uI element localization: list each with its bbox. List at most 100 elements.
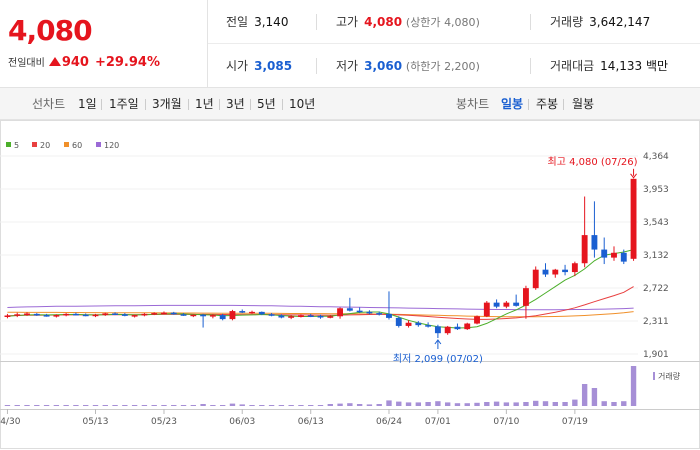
- low-arrowhead: [434, 339, 442, 345]
- volume-legend-swatch: [653, 372, 655, 380]
- candle-body: [454, 326, 461, 330]
- candle-body: [464, 323, 471, 330]
- x-tick-label: 05/13: [83, 417, 109, 427]
- candle-body: [513, 302, 520, 306]
- quote-grid: 전일 3,140 고가 4,080 (상한가 4,080) 거래량 3,642,147…: [208, 0, 700, 88]
- x-tick-label: 07/10: [493, 417, 519, 427]
- volume-bar: [249, 405, 255, 406]
- candle-body: [229, 311, 236, 320]
- y-tick-label: 1,901: [643, 350, 669, 360]
- volume-bar: [444, 402, 451, 406]
- volume-bar: [405, 402, 412, 406]
- candle-body: [14, 314, 21, 316]
- legend-label: 5: [14, 141, 19, 150]
- high-cell: 고가 4,080 (상한가 4,080): [336, 0, 480, 44]
- legend-swatch: [6, 142, 11, 147]
- volume-bar: [454, 403, 461, 406]
- current-price: 4,080: [8, 14, 93, 47]
- turnover-value: 14,133: [600, 59, 643, 73]
- weekly-candle-button[interactable]: 주봉: [536, 97, 559, 111]
- volume-bar: [611, 402, 617, 406]
- legend-label: 120: [104, 141, 119, 150]
- quote-header: 4,080 전일대비 940 +29.94% 전일 3,140 고가 4,080 (상한…: [0, 0, 700, 88]
- volume-bar: [356, 404, 363, 406]
- volume-value: 3,642,147: [589, 15, 651, 29]
- low-value: 3,060: [364, 59, 403, 73]
- volume-bar: [259, 405, 265, 406]
- x-tick-label: 06/13: [298, 417, 324, 427]
- volume-bar: [112, 405, 118, 406]
- candle-chart-label: 봉차트: [456, 97, 490, 111]
- volume-bar: [180, 405, 187, 406]
- candle-body: [239, 311, 246, 313]
- turnover-cell: 거래대금 14,133 백만: [550, 44, 668, 88]
- price-box: 4,080 전일대비 940 +29.94%: [0, 0, 208, 88]
- daily-candle-button[interactable]: 일봉: [501, 97, 524, 111]
- volume-label: 거래량: [550, 15, 584, 29]
- candle-body: [630, 178, 637, 259]
- candle-body: [72, 313, 79, 316]
- chart-grid: [0, 120, 700, 449]
- volume-bar: [464, 403, 470, 406]
- volume-bar: [190, 405, 197, 406]
- y-tick-label: 4,364: [643, 152, 669, 162]
- volume-bar: [376, 404, 382, 406]
- period-10y-button[interactable]: 10년: [289, 97, 316, 111]
- candle-body: [4, 315, 11, 317]
- candle-body: [434, 326, 441, 334]
- up-arrow-icon: [48, 57, 61, 66]
- volume-bar: [591, 388, 598, 406]
- volume-bar: [92, 405, 99, 406]
- candle-body: [444, 326, 451, 334]
- candle-body: [552, 269, 559, 275]
- change-label: 전일대비: [8, 58, 45, 69]
- turnover-label: 거래대금: [550, 59, 595, 73]
- y-axis: 4,364 3,953 3,543 3,132 2,722 2,311 1,901: [643, 152, 669, 360]
- volume-bar: [347, 403, 353, 406]
- volume-bar: [533, 400, 539, 406]
- candle-body: [288, 316, 295, 318]
- candle-body: [161, 312, 167, 315]
- annotations: 최고 4,080 (07/26) 최저 2,099 (07/02): [393, 156, 638, 365]
- line-chart-label: 선차트: [32, 97, 66, 111]
- monthly-candle-button[interactable]: 월봉: [572, 97, 595, 111]
- divider: [528, 99, 529, 110]
- legend-swatch: [32, 142, 37, 147]
- low-annotation: 최저 2,099 (07/02): [393, 353, 483, 365]
- period-5y-button[interactable]: 5년: [257, 97, 276, 111]
- candle-body: [121, 314, 128, 316]
- price-change: 전일대비 940 +29.94%: [8, 54, 160, 70]
- candle-body: [268, 314, 275, 316]
- candle-body: [601, 249, 608, 258]
- divider: [316, 14, 317, 30]
- x-axis: 04/30 05/13 05/23 06/03 06/13 06/24 07/01 07/10…: [0, 409, 588, 427]
- candle-body: [180, 314, 187, 316]
- candle-body: [209, 315, 216, 317]
- period-1d-button[interactable]: 1일: [78, 97, 97, 111]
- period-1y-button[interactable]: 1년: [195, 97, 214, 111]
- volume-cell: 거래량 3,642,147: [550, 0, 650, 44]
- candle-body: [297, 315, 304, 317]
- change-value: 940: [61, 55, 89, 70]
- legend-label: 20: [40, 141, 50, 150]
- period-3y-button[interactable]: 3년: [226, 97, 245, 111]
- candle-body: [327, 316, 334, 318]
- open-value: 3,085: [254, 59, 293, 73]
- low-label: 저가: [336, 59, 359, 73]
- candle-body: [249, 311, 255, 314]
- volume-bar: [229, 403, 236, 406]
- upper-limit: (상한가 4,080): [405, 16, 480, 29]
- legend-swatch: [96, 142, 101, 147]
- period-3m-button[interactable]: 3개월: [152, 97, 182, 111]
- upper-limit-label: 상한가: [410, 16, 441, 29]
- open-label: 시가: [226, 59, 249, 73]
- volume-bar: [621, 401, 627, 406]
- volume-bar: [83, 405, 89, 406]
- volume-bar: [581, 384, 588, 406]
- candle-body: [503, 302, 510, 307]
- period-1w-button[interactable]: 1주일: [109, 97, 139, 111]
- volume-bar: [327, 404, 333, 406]
- volume-bar: [425, 402, 431, 406]
- candle-body: [483, 302, 490, 317]
- volume-bar: [396, 401, 402, 406]
